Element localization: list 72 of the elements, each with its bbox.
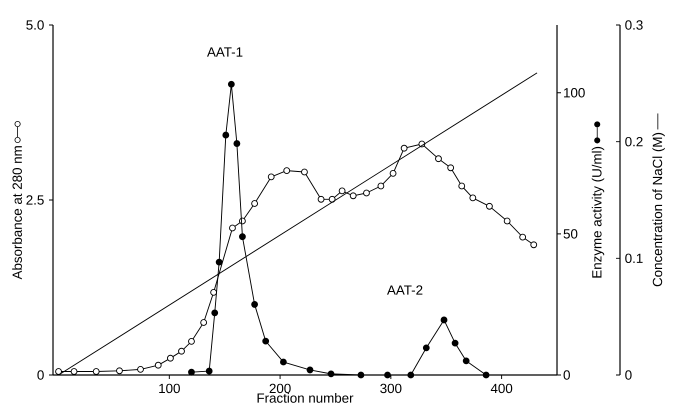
point bbox=[350, 192, 357, 200]
point bbox=[211, 310, 218, 316]
y-tick-label: 0 bbox=[37, 370, 44, 380]
point bbox=[116, 367, 123, 374]
point bbox=[530, 241, 538, 248]
point bbox=[210, 289, 218, 296]
y2-tick-label: 100 bbox=[564, 88, 585, 98]
y-axis-title: Absorbance at 280 nm bbox=[12, 146, 22, 280]
y2-axis-title: Enzyme activity (U/ml) bbox=[592, 146, 604, 278]
point bbox=[200, 319, 208, 326]
point bbox=[486, 202, 493, 210]
y3-tick-label: 0.3 bbox=[625, 20, 643, 30]
point bbox=[435, 155, 442, 162]
point bbox=[440, 316, 448, 324]
x-tick-label: 300 bbox=[380, 384, 402, 394]
point bbox=[301, 168, 308, 176]
point bbox=[400, 144, 408, 152]
point bbox=[363, 190, 370, 196]
point bbox=[216, 258, 223, 266]
y3-tick-label: 0.1 bbox=[625, 254, 643, 264]
x-tick-label: 400 bbox=[490, 384, 512, 394]
point bbox=[92, 368, 100, 375]
annotation: AAT-2 bbox=[386, 285, 422, 295]
point bbox=[469, 194, 476, 202]
point bbox=[358, 372, 364, 378]
point bbox=[328, 370, 334, 378]
x-tick-label: 200 bbox=[270, 384, 291, 394]
point bbox=[262, 338, 270, 345]
point bbox=[167, 354, 174, 362]
point bbox=[504, 218, 511, 224]
point bbox=[268, 174, 275, 180]
point bbox=[482, 372, 490, 378]
x-tick-label: 100 bbox=[159, 384, 180, 394]
point bbox=[338, 188, 346, 194]
y3-tick-label: 0.2 bbox=[625, 136, 643, 146]
point bbox=[422, 344, 430, 352]
point bbox=[377, 182, 384, 190]
point bbox=[452, 340, 458, 347]
y2-tick-label: 0 bbox=[564, 370, 570, 380]
y-tick-label: 2.5 bbox=[26, 195, 44, 205]
x-axis-title: Fraction number bbox=[258, 392, 354, 403]
point bbox=[384, 372, 391, 378]
point bbox=[188, 368, 195, 376]
point bbox=[229, 224, 236, 232]
point bbox=[137, 366, 144, 373]
point bbox=[251, 301, 258, 308]
y-tick-label: 5.0 bbox=[26, 20, 44, 30]
annotation: AAT-1 bbox=[206, 47, 242, 57]
point bbox=[390, 170, 396, 177]
point bbox=[222, 132, 230, 138]
point bbox=[251, 200, 258, 207]
point bbox=[458, 182, 466, 190]
point bbox=[306, 366, 314, 374]
point bbox=[188, 338, 195, 345]
point bbox=[519, 234, 526, 241]
point bbox=[239, 233, 246, 240]
point bbox=[233, 140, 240, 147]
point bbox=[462, 357, 470, 364]
point bbox=[178, 348, 185, 355]
y3-tick-label: 0 bbox=[625, 370, 632, 380]
point bbox=[154, 362, 162, 369]
point bbox=[55, 368, 62, 375]
point bbox=[318, 196, 324, 203]
y2-tick-label: 50 bbox=[564, 229, 578, 239]
point bbox=[228, 80, 235, 88]
point bbox=[447, 164, 454, 172]
point bbox=[206, 368, 213, 374]
point bbox=[407, 372, 414, 378]
y3-axis-title: Concentration of NaCl (M) bbox=[652, 132, 665, 286]
point bbox=[70, 368, 78, 375]
point bbox=[283, 167, 290, 174]
point bbox=[280, 358, 287, 366]
